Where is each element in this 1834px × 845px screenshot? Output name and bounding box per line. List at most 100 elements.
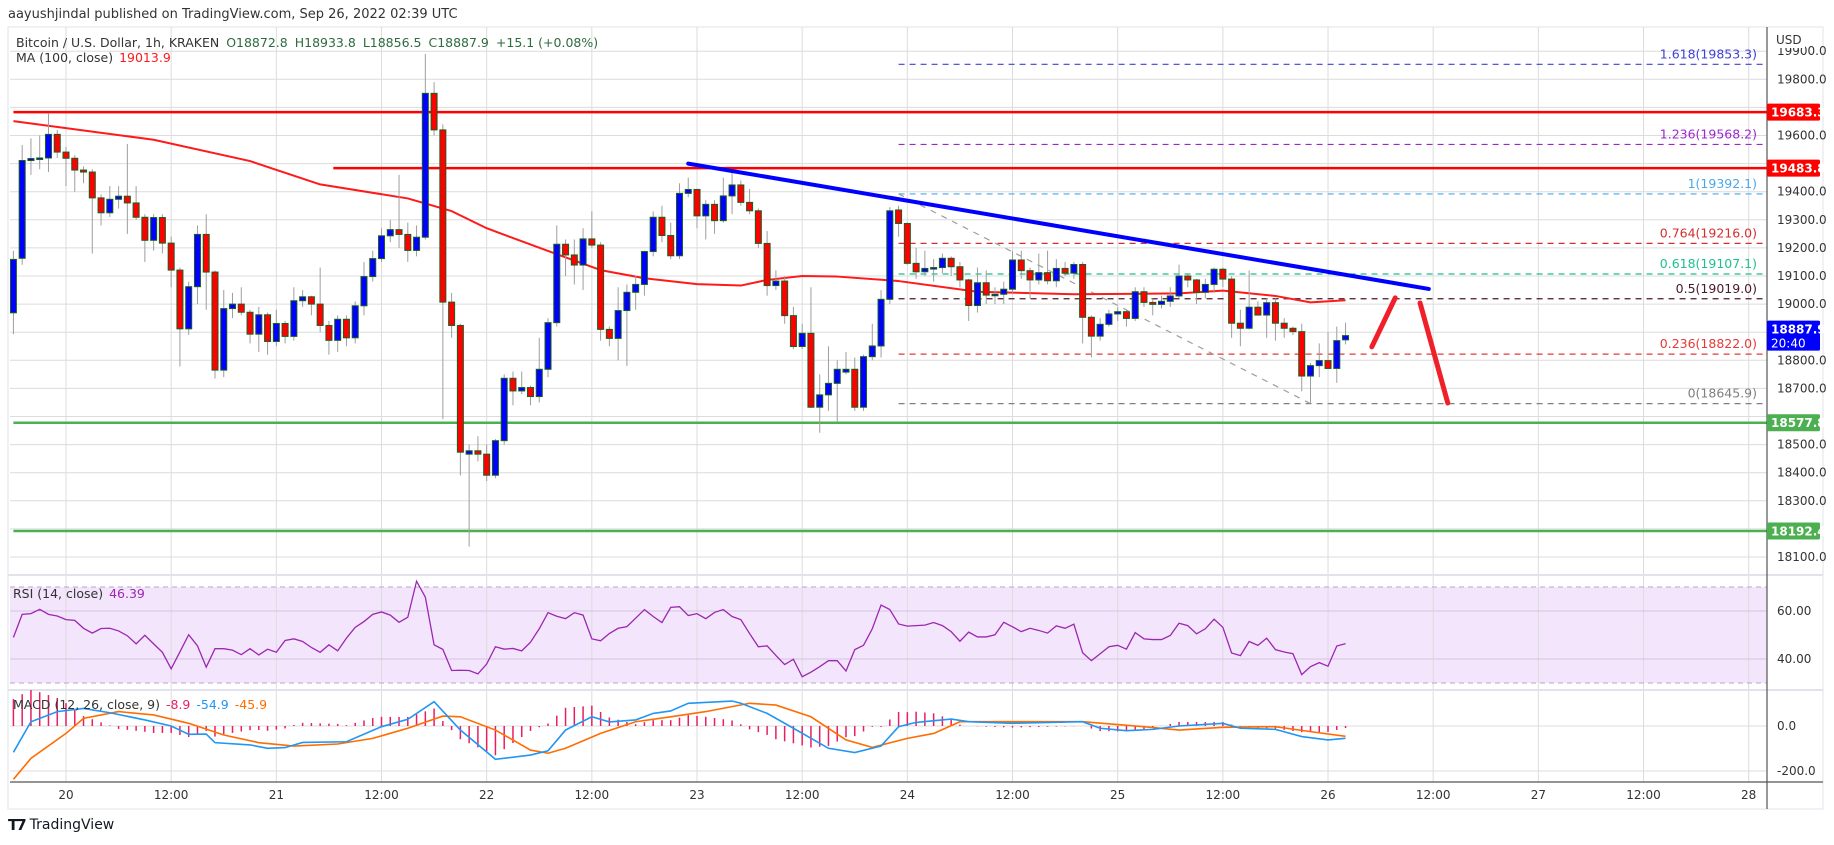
candle-body <box>307 296 315 305</box>
candle <box>1000 281 1008 305</box>
candle <box>1324 332 1332 369</box>
candle <box>1044 250 1052 285</box>
price-level-badge <box>1767 159 1820 177</box>
candle <box>851 357 859 411</box>
last-price-value: 18887.9 <box>1771 323 1826 337</box>
price-level-badge-text: 19683.3 <box>1771 106 1826 120</box>
candle <box>150 214 158 251</box>
price-level-badge <box>1767 522 1820 540</box>
candle-body <box>518 387 526 392</box>
candle-body <box>614 310 622 339</box>
candle-body <box>544 322 552 370</box>
candle-body <box>448 301 456 326</box>
rsi-tick-label: 60.00 <box>1777 604 1811 618</box>
candle <box>71 155 79 192</box>
candle <box>132 186 140 220</box>
price-level-badge-text: 18577.8 <box>1771 416 1826 430</box>
candle <box>868 323 876 361</box>
candle-body <box>1079 263 1087 318</box>
candle <box>597 242 605 341</box>
candle-body <box>938 257 946 269</box>
candle <box>1184 273 1192 288</box>
candle <box>342 315 350 347</box>
candle <box>640 250 648 296</box>
rsi-legend[interactable]: RSI (14, close) 46.39 <box>13 586 145 601</box>
candle-body <box>150 217 158 241</box>
candle-body <box>877 298 885 347</box>
candle-body <box>886 210 894 300</box>
candle-body <box>264 314 272 342</box>
bar-countdown: 20:40 <box>1771 337 1806 351</box>
candle-body <box>1149 301 1157 305</box>
rsi-band-fill <box>10 587 1767 683</box>
candle-body <box>27 158 35 162</box>
candle <box>746 188 754 215</box>
candle <box>255 306 263 352</box>
symbol-title[interactable]: Bitcoin / U.S. Dollar, 1h, KRAKEN <box>16 35 220 50</box>
candle <box>360 261 368 316</box>
candle-body <box>895 209 903 224</box>
candle <box>281 320 289 344</box>
candle-body <box>229 303 237 310</box>
candle <box>1333 326 1341 383</box>
last-price-badge <box>1767 320 1820 351</box>
candle-body <box>71 157 79 171</box>
price-tick-label: 19200.0 <box>1777 241 1827 255</box>
candle-body <box>781 280 789 317</box>
candle-body <box>1298 331 1306 377</box>
candle-body <box>132 202 140 218</box>
candle <box>614 287 622 361</box>
price-tick-label: 18400.0 <box>1777 466 1827 480</box>
ma-legend[interactable]: MA (100, close) 19013.9 <box>16 50 171 65</box>
candle <box>1306 363 1314 404</box>
candle <box>1061 261 1069 276</box>
candle-body <box>912 262 920 273</box>
macd-legend[interactable]: MACD (12, 26, close, 9) -8.9 -54.9 -45.9 <box>13 697 267 712</box>
tradingview-logo[interactable]: T7 TradingView <box>8 818 114 833</box>
price-tick-label: 19100.0 <box>1777 269 1827 283</box>
price-tick-label: 18100.0 <box>1777 550 1827 564</box>
candle-body <box>80 169 88 173</box>
candle <box>1131 287 1139 321</box>
candle <box>325 320 333 355</box>
candle <box>1342 322 1350 345</box>
candle-body <box>1114 311 1122 315</box>
candle <box>588 211 596 248</box>
candle-body <box>833 368 841 384</box>
candle <box>88 169 96 254</box>
candle <box>246 309 254 344</box>
candle <box>1219 267 1227 288</box>
candle <box>1228 276 1236 338</box>
candle-body <box>570 254 578 266</box>
candle <box>474 436 482 462</box>
price-tick-label: 19800.0 <box>1777 72 1827 86</box>
candle <box>833 360 841 423</box>
candle <box>895 205 903 237</box>
candle <box>982 270 990 305</box>
candle <box>1122 309 1130 327</box>
candle-body <box>623 291 631 312</box>
candle <box>842 351 850 375</box>
candle <box>1009 250 1017 293</box>
candle <box>684 177 692 198</box>
macd-line-value: -54.9 <box>196 697 229 712</box>
candle-body <box>982 282 990 296</box>
candle-body <box>342 318 350 339</box>
candle <box>115 186 123 209</box>
candle-body <box>816 394 824 408</box>
candle <box>754 208 762 248</box>
macd-line <box>12 700 1346 761</box>
price-tick-label: 19300.0 <box>1777 213 1827 227</box>
candle <box>1201 278 1209 299</box>
candle-body <box>667 235 675 257</box>
candle <box>772 270 780 291</box>
candle <box>562 239 570 276</box>
time-tick-label: 26 <box>1320 788 1335 802</box>
logo-text: TradingView <box>29 817 115 833</box>
candle-body <box>193 233 201 288</box>
macd-tick-label: -200.0 <box>1777 764 1816 778</box>
candle-body <box>1061 267 1069 274</box>
candle-body <box>404 233 412 251</box>
candle-body <box>115 195 123 200</box>
